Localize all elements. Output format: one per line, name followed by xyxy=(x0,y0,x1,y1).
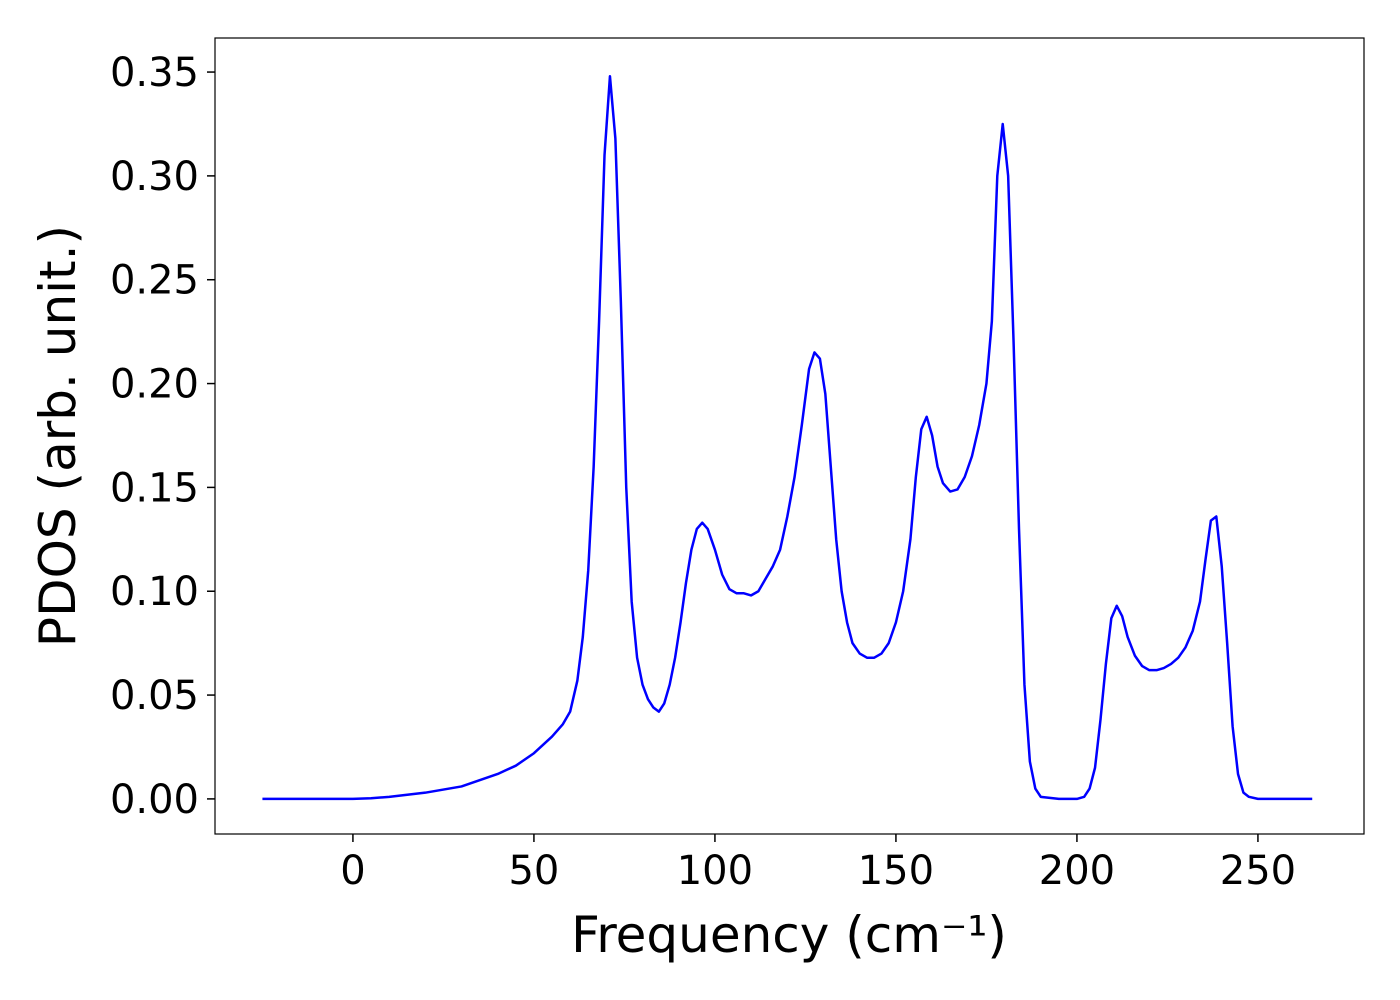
x-tick-label: 250 xyxy=(1220,848,1296,894)
x-tick-label: 0 xyxy=(340,848,365,894)
y-axis-label: PDOS (arb. unit.) xyxy=(29,225,87,647)
y-tick-label: 0.30 xyxy=(110,154,199,200)
y-tick-label: 0.00 xyxy=(110,777,199,823)
y-tick-label: 0.15 xyxy=(110,465,199,511)
y-tick-label: 0.10 xyxy=(110,569,199,615)
x-tick-label: 100 xyxy=(677,848,753,894)
line xyxy=(262,74,1313,801)
y-tick-label: 0.05 xyxy=(110,673,199,719)
y-tick-label: 0.25 xyxy=(110,258,199,304)
x-tick-label: 150 xyxy=(858,848,934,894)
x-tick-label: 50 xyxy=(508,848,559,894)
y-tick-label: 0.35 xyxy=(110,50,199,96)
x-tick-label: 200 xyxy=(1039,848,1115,894)
y-tick-label: 0.20 xyxy=(110,362,199,408)
plot-frame xyxy=(214,37,1365,835)
x-axis-label: Frequency (cm⁻¹) xyxy=(571,906,1007,964)
